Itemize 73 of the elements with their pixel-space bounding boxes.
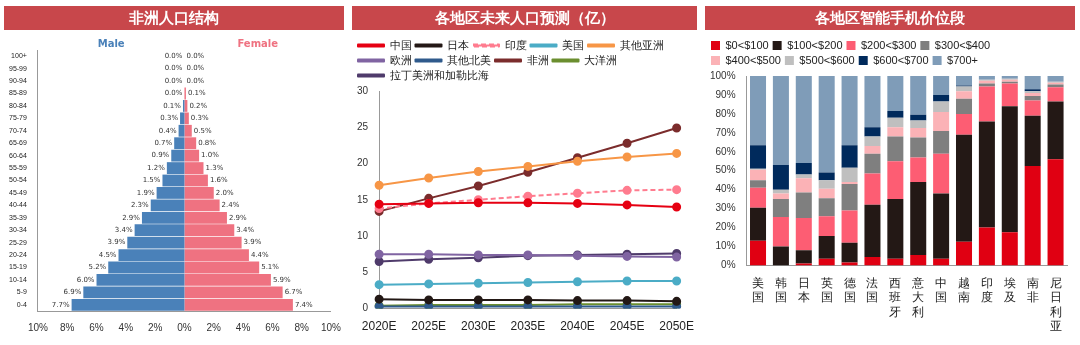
legend-label: 大洋洲: [584, 53, 617, 66]
x-tick-label: 6%: [89, 321, 104, 333]
x-tick-label: 美国: [752, 275, 765, 305]
text: Male: [97, 37, 125, 49]
x-tick-label: 8%: [294, 321, 310, 333]
legend-label: $500<$600: [799, 53, 855, 66]
text: Female: [237, 37, 279, 49]
x-tick-label: 2030E: [460, 319, 496, 334]
y-tick-label: 90%: [715, 88, 736, 100]
y-tick-label: 60%: [715, 145, 736, 157]
y-tick-label: 100%: [710, 69, 736, 81]
x-tick-label: 8%: [59, 321, 75, 333]
x-tick-label: 意大利: [911, 275, 925, 319]
legend-label: $600<$700: [873, 53, 929, 66]
x-tick-label: 南非: [1026, 275, 1039, 305]
y-tick-label: 40%: [715, 183, 736, 195]
x-tick-label: 印度: [980, 275, 993, 305]
legend-label: 其他北美: [447, 53, 491, 66]
x-tick-label: 2020E: [361, 319, 397, 334]
y-tick-label: 80%: [715, 107, 736, 119]
y-tick-label: 20: [357, 157, 369, 169]
x-tick-label: 2050E: [659, 319, 694, 334]
x-tick-label: 0%: [177, 321, 192, 333]
x-tick-label: 2040E: [560, 319, 595, 334]
x-tick-label: 2045E: [609, 319, 645, 334]
y-tick-label: 30: [357, 84, 369, 96]
y-tick-label: 70%: [715, 126, 736, 138]
x-tick-label: 韩国: [774, 275, 787, 305]
legend-label: 非洲: [526, 53, 549, 66]
y-tick-label: 10%: [715, 240, 736, 252]
legend-label: 美国: [562, 38, 584, 51]
legend-label: 其他亚洲: [619, 38, 664, 51]
legend-label: $400<$500: [725, 53, 781, 66]
x-tick-label: 6%: [265, 321, 280, 333]
x-tick-label: 4%: [118, 321, 134, 333]
y-tick-label: 20%: [715, 221, 736, 233]
y-tick-label: 0: [362, 302, 369, 314]
x-tick-label: 4%: [235, 321, 251, 333]
legend-label: $0<$100: [725, 38, 769, 51]
y-tick-label: 50%: [715, 164, 736, 176]
x-tick-label: 法国: [866, 275, 879, 305]
chart-title: 非洲人口结构: [4, 6, 344, 30]
x-tick-label: 英国: [820, 275, 833, 305]
legend-label: 拉丁美洲和加勒比海: [389, 68, 489, 81]
chart-title: 各地区智能手机价位段: [705, 6, 1075, 30]
x-tick-label: 10%: [27, 321, 49, 333]
x-tick-label: 中国: [935, 275, 948, 305]
y-tick-label: 30%: [715, 202, 736, 214]
chart-title: 各地区未来人口预测（亿）: [352, 6, 697, 30]
x-tick-label: 越南: [958, 275, 971, 305]
y-tick-label: 10: [357, 229, 369, 241]
x-tick-label: 2035E: [510, 319, 546, 334]
x-tick-label: 西班牙: [889, 275, 902, 319]
legend-label: $300<$400: [934, 38, 991, 51]
x-tick-label: 2%: [206, 321, 222, 333]
x-tick-label: 德国: [843, 275, 856, 305]
y-tick-label: 25: [357, 121, 369, 133]
legend-label: 中国: [389, 38, 412, 51]
x-tick-label: 尼日利亚: [1049, 275, 1062, 334]
x-tick-label: 日本: [797, 275, 810, 305]
legend-label: 欧洲: [389, 53, 412, 66]
legend-label: 日本: [447, 38, 469, 51]
legend-label: $200<$300: [861, 38, 917, 51]
y-tick-label: 5: [362, 266, 369, 278]
x-tick-label: 10%: [320, 321, 342, 333]
x-tick-label: 埃及: [1002, 275, 1016, 305]
legend-label: 印度: [504, 38, 527, 51]
x-tick-label: 2%: [147, 321, 163, 333]
legend-label: $700+: [947, 53, 978, 66]
x-tick-label: 2025E: [411, 319, 447, 334]
y-tick-label: 15: [357, 193, 369, 205]
legend-label: $100<$200: [787, 38, 843, 51]
y-tick-label: 0%: [721, 259, 736, 271]
